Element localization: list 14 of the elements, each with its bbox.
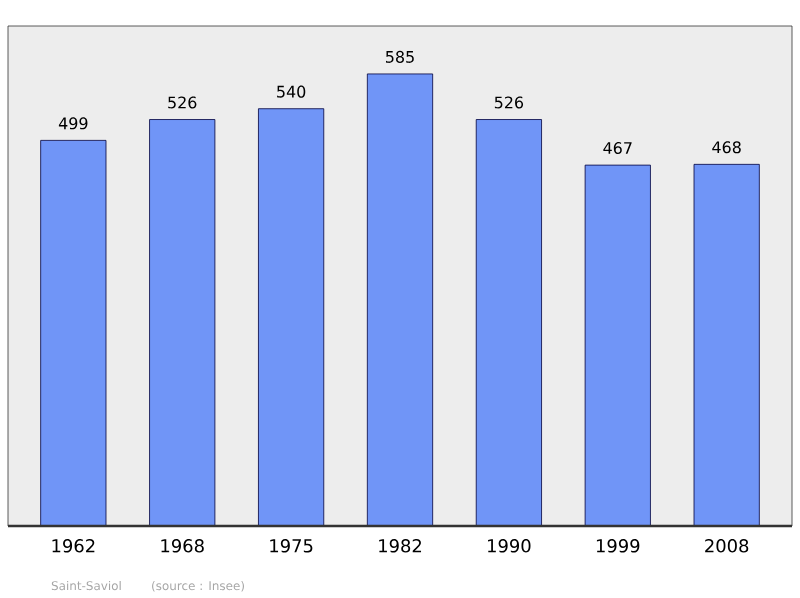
bar [693,163,760,526]
x-tick-label: 1982 [379,539,422,553]
bar [476,119,542,526]
x-tick-label: 2008 [705,539,749,553]
bar [367,73,433,526]
x-tick-label: 1990 [488,539,531,553]
bar [258,108,324,526]
x-tick-label: 1999 [596,539,640,553]
bar [40,140,106,526]
bar [149,119,215,526]
x-tick-label: 1968 [161,539,204,553]
x-tick-label: 1975 [270,539,313,553]
x-tick-label: 1962 [52,539,95,553]
bar [585,165,651,526]
